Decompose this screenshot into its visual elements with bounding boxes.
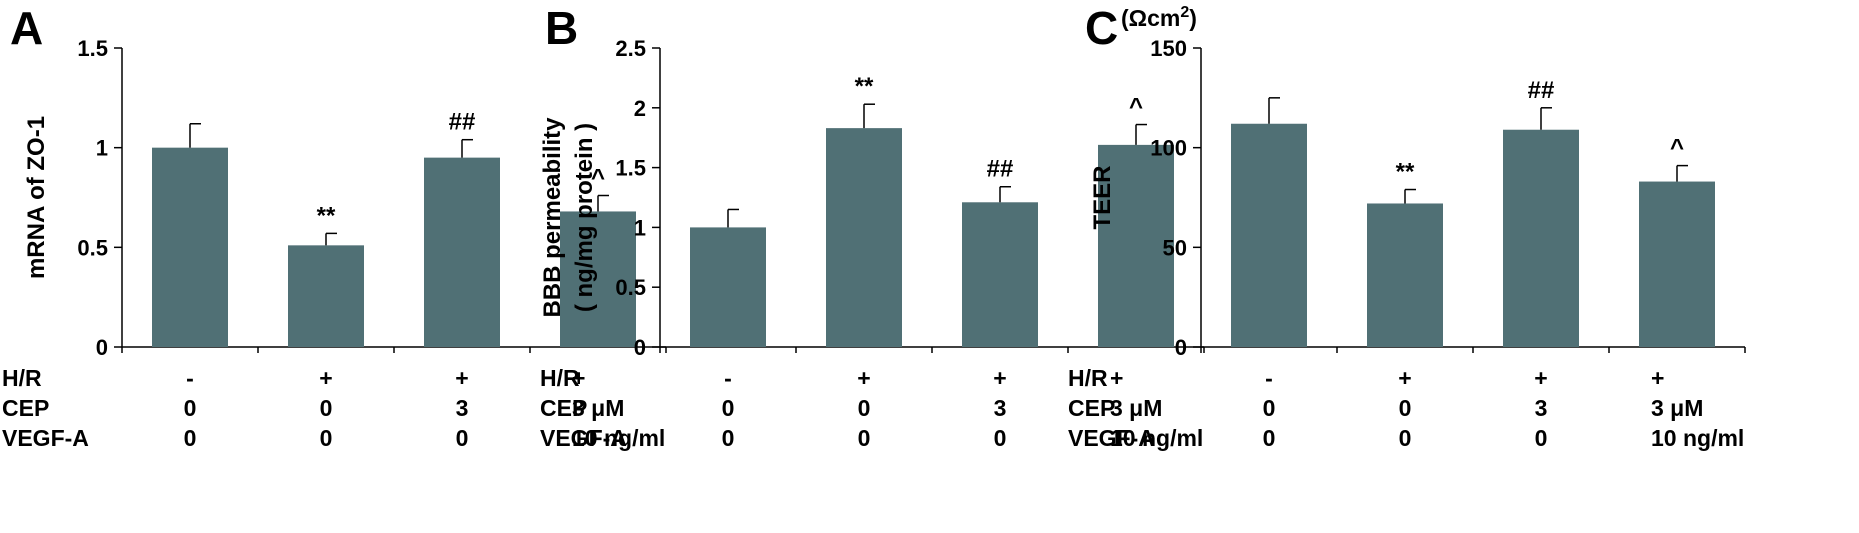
condition-value: 0: [1535, 425, 1548, 451]
condition-value: 3 μM: [572, 395, 624, 421]
y-tick-label: 2: [634, 96, 646, 121]
bar: [1231, 123, 1307, 347]
bar: [288, 245, 364, 347]
condition-value: +: [993, 365, 1006, 391]
significance-label: ##: [1528, 77, 1555, 104]
row-label: VEGF-A: [540, 425, 627, 451]
y-tick-label: 1.5: [77, 36, 108, 61]
row-label: VEGF-A: [1068, 425, 1155, 451]
bar: [152, 147, 228, 347]
condition-value: +: [1110, 365, 1123, 391]
condition-value: 0: [1399, 425, 1412, 451]
condition-value: 0: [722, 425, 735, 451]
y-tick-label: 1: [634, 215, 646, 240]
condition-value: 10 ng/ml: [572, 425, 665, 451]
significance-label: **: [855, 73, 874, 100]
y-tick-label: 150: [1150, 36, 1187, 61]
y-tick-label: 50: [1163, 235, 1187, 260]
condition-value: 0: [1263, 425, 1276, 451]
y-axis-label: TEER: [1089, 165, 1116, 229]
condition-value: 3 μM: [1651, 395, 1703, 421]
condition-value: 0: [858, 395, 871, 421]
y-tick-label: 1: [96, 136, 108, 161]
condition-value: 3 μM: [1110, 395, 1162, 421]
y-tick-label: 1.5: [615, 156, 646, 181]
condition-value: 0: [320, 395, 333, 421]
significance-label: ##: [987, 156, 1014, 183]
y-tick-label: 0.5: [615, 275, 646, 300]
significance-label: ##: [449, 109, 476, 136]
row-label: VEGF-A: [2, 425, 89, 451]
condition-value: +: [455, 365, 468, 391]
panel-letter: A: [10, 2, 43, 54]
bar: [560, 211, 636, 347]
condition-value: 3: [994, 395, 1007, 421]
condition-value: -: [186, 365, 194, 391]
condition-value: 0: [858, 425, 871, 451]
condition-value: +: [572, 365, 585, 391]
row-label: H/R: [540, 365, 580, 391]
condition-value: -: [1265, 365, 1273, 391]
condition-value: 0: [456, 425, 469, 451]
condition-value: 0: [1263, 395, 1276, 421]
y-tick-label: 100: [1150, 136, 1187, 161]
unit-close: ): [1189, 5, 1197, 31]
condition-value: +: [1651, 365, 1664, 391]
condition-value: 3: [1535, 395, 1548, 421]
condition-value: +: [857, 365, 870, 391]
condition-value: 3: [456, 395, 469, 421]
condition-value: 0: [184, 425, 197, 451]
y-axis-label: BBB permeability: [539, 117, 566, 318]
panel-b: B 0 0.5 1 1.5 2 2.5 BBB permeability( ng/mg pro…: [539, 2, 1205, 451]
panel-letter: B: [545, 2, 578, 54]
significance-label: ^: [1670, 135, 1684, 162]
condition-value: +: [1398, 365, 1411, 391]
condition-value: 0: [320, 425, 333, 451]
unit-label: (Ωcm2): [1121, 4, 1197, 31]
condition-value: +: [1534, 365, 1547, 391]
bar: [424, 157, 500, 347]
condition-value: 0: [722, 395, 735, 421]
row-label: H/R: [2, 365, 42, 391]
bar: [1503, 129, 1579, 347]
row-label: CEP: [540, 395, 587, 421]
y-tick-label: 0: [1175, 335, 1187, 360]
unit-text: (Ωcm: [1121, 5, 1180, 31]
condition-value: 0: [994, 425, 1007, 451]
y-tick-label: 0.5: [77, 235, 108, 260]
condition-value: 10 ng/ml: [1110, 425, 1203, 451]
row-label: CEP: [1068, 395, 1115, 421]
condition-value: 0: [184, 395, 197, 421]
panel-a: A 0 0.5 1 1.5 mRNA of ZO-1 ** ## ^ H/R CEP VEGF-A - 0…: [2, 2, 667, 451]
y-tick-label: 0: [634, 335, 646, 360]
significance-label: **: [317, 202, 336, 229]
bar: [690, 227, 766, 347]
unit-superscript: 2: [1180, 4, 1189, 21]
condition-value: +: [319, 365, 332, 391]
row-label: H/R: [1068, 365, 1108, 391]
condition-value: 0: [1399, 395, 1412, 421]
bar: [1367, 203, 1443, 347]
significance-label: ^: [591, 165, 605, 192]
condition-value: 10 ng/ml: [1651, 425, 1744, 451]
y-axis-label: mRNA of ZO-1: [23, 116, 50, 279]
condition-value: -: [724, 365, 732, 391]
panel-c: C 0 50 100 150 TEER (Ωcm2) ** ## ^ H/R CEP VEGF-A - 0 0…: [1068, 2, 1746, 451]
significance-label: **: [1396, 159, 1415, 186]
row-label: CEP: [2, 395, 49, 421]
significance-label: ^: [1129, 94, 1143, 121]
panel-letter: C: [1085, 2, 1118, 54]
bar: [826, 128, 902, 347]
bar: [962, 202, 1038, 347]
bar: [1639, 181, 1715, 347]
y-axis-label: ( ng/mg protein ): [571, 123, 598, 312]
y-tick-label: 0: [96, 335, 108, 360]
bar: [1098, 144, 1174, 347]
y-tick-label: 2.5: [615, 36, 646, 61]
